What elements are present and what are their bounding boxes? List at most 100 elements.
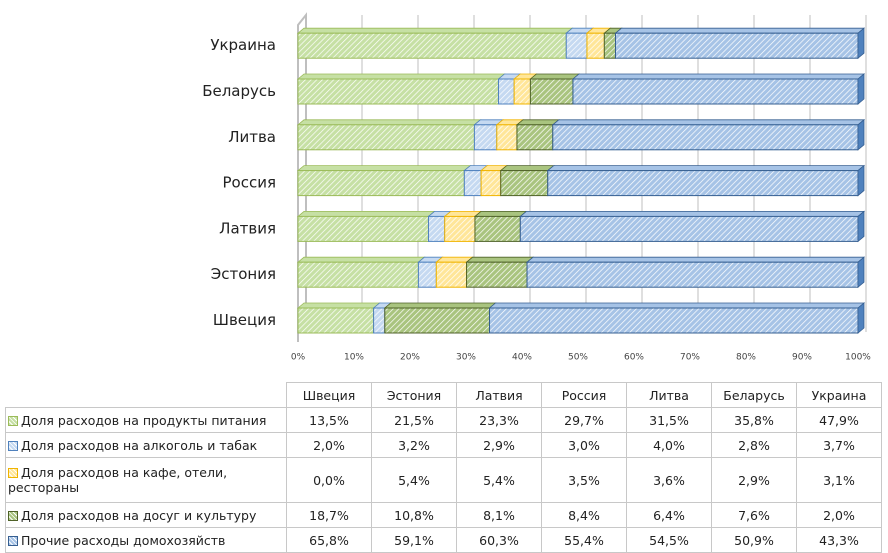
bar [297, 124, 475, 151]
x-tick-label: 50% [568, 353, 588, 363]
bar-top [529, 73, 581, 80]
legend-label: Доля расходов на досуг и культуру [21, 507, 257, 523]
bar [297, 215, 429, 242]
bar-end [857, 73, 865, 105]
value-cell: 59,1% [371, 527, 457, 553]
category-label: Украина [210, 36, 276, 54]
value-cell: 4,0% [626, 432, 712, 458]
bar-top [473, 210, 528, 217]
bar-top [551, 119, 866, 126]
legend-label: Доля расходов на продукты питания [21, 412, 267, 428]
legend-cell: Доля расходов на алкоголь и табак [5, 432, 287, 458]
x-tick-label: 70% [680, 353, 700, 363]
value-cell: 3,2% [371, 432, 457, 458]
bar-top [614, 27, 866, 34]
bar-top [296, 210, 436, 217]
column-header: Латвия [456, 382, 542, 408]
x-tick-label: 20% [400, 353, 420, 363]
value-cell: 3,6% [626, 457, 712, 503]
bar [297, 307, 375, 334]
value-cell: 5,4% [456, 457, 542, 503]
bar-end [857, 210, 865, 243]
bar [572, 78, 859, 105]
value-cell: 2,9% [456, 432, 542, 458]
bar-top [296, 256, 426, 263]
chart: 0% 10% 20% 30% 40% 50% 60% 70% 80% 90% 100% Швеция Э… [202, 12, 871, 363]
legend-cell: Доля расходов на кафе, отели, рестораны [5, 457, 287, 503]
value-cell: 18,7% [286, 502, 372, 528]
value-cell: 0,0% [286, 457, 372, 503]
x-tick-label: 10% [344, 353, 364, 363]
bar [565, 32, 588, 59]
bar [489, 307, 859, 334]
x-tick-label: 0% [291, 353, 306, 363]
legend-label: Доля расходов на кафе, отели, рестораны [8, 465, 228, 495]
data-row: Доля расходов на алкоголь и табак 2,0% 3,2… [5, 432, 882, 458]
value-cell: 3,1% [796, 457, 882, 503]
legend-cell: Доля расходов на продукты питания [5, 407, 287, 433]
bar-top [488, 302, 866, 309]
bar [417, 261, 437, 288]
value-cell: 2,0% [796, 502, 882, 528]
value-cell: 54,5% [626, 527, 712, 553]
legend-swatch [8, 415, 18, 426]
value-cell: 47,9% [796, 407, 882, 433]
bar [497, 78, 515, 105]
value-cell: 23,3% [456, 407, 542, 433]
x-tick-label: 80% [736, 353, 756, 363]
bar [466, 261, 528, 288]
bar-top [465, 256, 535, 263]
category-label: Беларусь [202, 82, 276, 100]
value-cell: 29,7% [541, 407, 627, 433]
bar [519, 215, 859, 242]
bar [297, 261, 419, 288]
bar [373, 307, 386, 334]
category-label: Россия [223, 174, 277, 192]
bar-top [383, 302, 497, 309]
bar [297, 78, 499, 105]
category-label: Эстония [211, 265, 276, 283]
value-cell: 6,4% [626, 502, 712, 528]
legend-swatch [8, 535, 18, 546]
legend-label: Прочие расходы домохозяйств [21, 532, 226, 548]
bar-top [546, 165, 866, 172]
bar [297, 170, 465, 197]
category-label: Швеция [213, 311, 276, 329]
bar-end [857, 302, 865, 334]
value-cell: 7,6% [711, 502, 797, 528]
bar-top [296, 119, 482, 126]
value-cell: 3,5% [541, 457, 627, 503]
bar-end [857, 118, 865, 151]
bar [496, 124, 518, 151]
bar [547, 170, 859, 197]
bar [552, 124, 859, 151]
bar [500, 170, 549, 197]
data-row: Доля расходов на досуг и культуру 18,7% 10… [5, 502, 882, 528]
value-cell: 8,1% [456, 502, 542, 528]
x-tick-label: 60% [624, 353, 644, 363]
x-tick-label: 100% [845, 353, 871, 363]
bar-top [296, 27, 574, 34]
value-cell: 43,3% [796, 527, 882, 553]
bar [513, 78, 531, 105]
bar-top [296, 302, 381, 309]
bar-top [519, 210, 866, 217]
value-cell: 31,5% [626, 407, 712, 433]
value-cell: 50,9% [711, 527, 797, 553]
value-cell: 3,7% [796, 432, 882, 458]
bar [603, 32, 617, 59]
column-header: Эстония [371, 382, 457, 408]
bar [427, 215, 446, 242]
bar [444, 215, 476, 242]
bar [615, 32, 859, 59]
value-cell: 8,4% [541, 502, 627, 528]
data-row: Прочие расходы домохозяйств 65,8% 59,1% 60,… [5, 527, 882, 553]
column-header: Россия [541, 382, 627, 408]
bar [384, 307, 491, 334]
value-cell: 65,8% [286, 527, 372, 553]
data-row: Доля расходов на кафе, отели, рестораны 0… [5, 457, 882, 503]
bar-top [296, 165, 472, 172]
bar [516, 124, 554, 151]
data-row: Доля расходов на продукты питания 13,5% 21… [5, 407, 882, 433]
legend-swatch [8, 510, 18, 521]
